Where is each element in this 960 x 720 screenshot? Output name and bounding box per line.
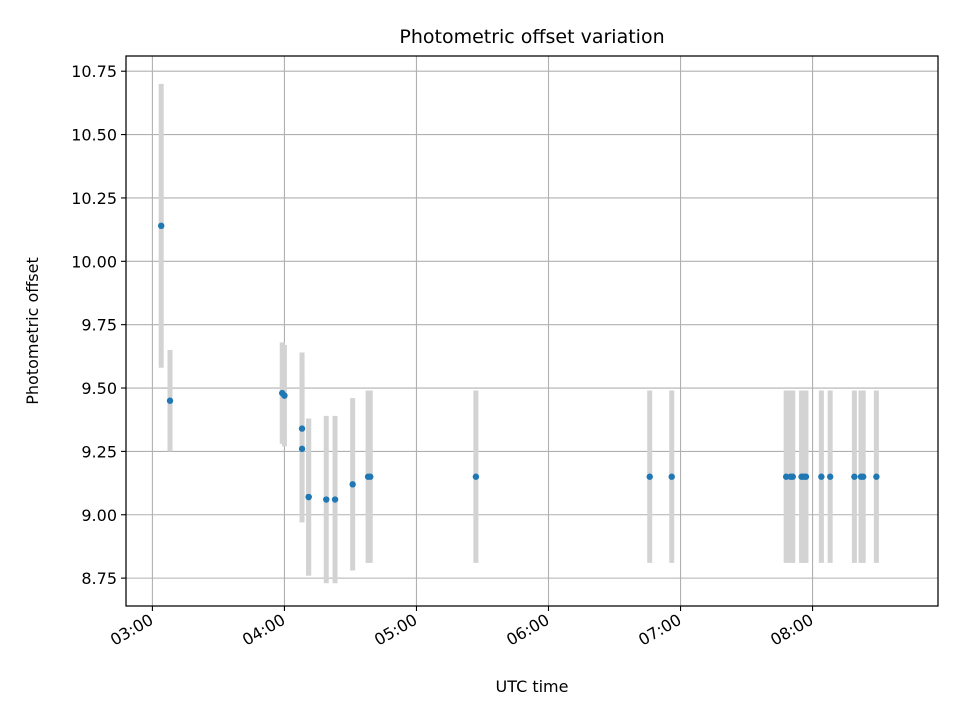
data-point	[331, 496, 339, 503]
y-tick-label: 10.50	[71, 126, 117, 145]
data-point	[367, 473, 374, 480]
data-point	[349, 481, 356, 488]
data-point	[873, 473, 880, 480]
data-point	[166, 397, 174, 404]
y-tick-label: 9.25	[81, 442, 117, 461]
data-point	[668, 473, 675, 480]
data-point	[158, 222, 165, 230]
data-point	[298, 425, 306, 432]
y-tick-label: 8.75	[81, 569, 117, 588]
data-points	[158, 222, 880, 503]
x-axis-label: UTC time	[496, 677, 569, 696]
data-point	[818, 473, 825, 480]
plot-frame	[125, 55, 939, 607]
data-point	[472, 473, 480, 480]
data-point	[789, 473, 796, 480]
chart-title: Photometric offset variation	[399, 26, 664, 48]
data-point	[851, 473, 858, 480]
data-point	[281, 392, 288, 399]
data-point	[826, 473, 834, 480]
data-point	[323, 496, 330, 503]
grid	[126, 56, 938, 606]
y-tick-label: 9.75	[81, 316, 117, 335]
data-point	[802, 473, 810, 480]
data-point	[782, 473, 790, 480]
y-tick-label: 10.75	[71, 62, 117, 81]
data-point	[859, 473, 867, 480]
data-point	[305, 493, 312, 501]
data-point	[646, 473, 653, 480]
y-tick-label: 9.50	[81, 379, 117, 398]
y-tick-label: 10.25	[71, 189, 117, 208]
y-tick-label: 9.00	[81, 506, 117, 525]
y-axis-label: Photometric offset	[23, 257, 42, 405]
data-point	[298, 445, 306, 453]
y-tick-label: 10.00	[71, 252, 117, 271]
y-axis-ticks: 8.75 9.00 9.25 9.50 9.75 10.00 10.25 10.50 10.75	[71, 62, 126, 588]
